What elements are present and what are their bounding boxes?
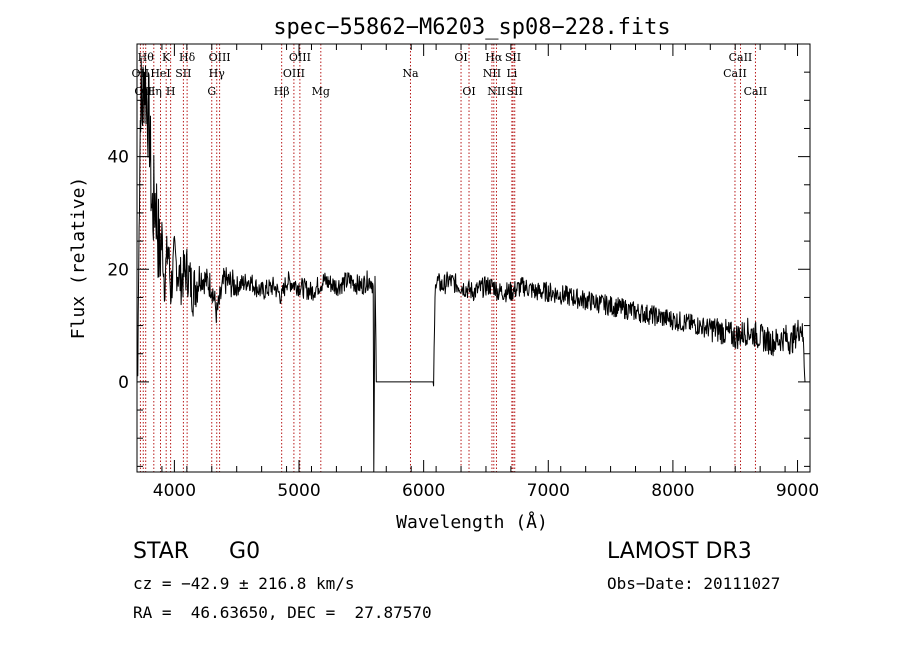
redshift-label: cz = −42.9 ± 216.8 km/s (133, 574, 355, 593)
x-tick-label: 7000 (527, 481, 570, 501)
object-class: STAR G0 (133, 539, 260, 564)
y-tick-label: 20 (107, 260, 129, 280)
line-marker-label: Hη (146, 85, 162, 98)
spectrum-series (136, 57, 806, 473)
line-marker-label: Li (506, 67, 517, 80)
spectrum-chart: spec−55862−M6203_sp08−228.fits OIIOIIHθH… (68, 15, 819, 533)
line-marker-label: Mg (312, 85, 330, 98)
line-marker-label: Na (402, 67, 419, 80)
line-marker-label: NII (487, 85, 505, 98)
line-marker-label: SII (175, 67, 191, 80)
line-marker-label: K (162, 51, 171, 64)
x-tick-label: 8000 (651, 481, 694, 501)
chart-title: spec−55862−M6203_sp08−228.fits (273, 15, 670, 40)
line-marker-label: OIII (289, 51, 311, 64)
plot-frame (136, 43, 811, 473)
line-marker-label: OIII (209, 51, 231, 64)
line-marker-label: G (207, 85, 216, 98)
line-marker-label: SII (505, 51, 521, 64)
y-tick-label: 40 (107, 148, 129, 168)
line-marker-label: OI (462, 85, 475, 98)
spectral-line-labels: OIIOIIHθHηHeIKHSIIHδGHγOIIIHβOIIIOIIIMgN… (132, 51, 768, 98)
line-marker-label: CaII (729, 51, 753, 64)
line-marker-label: Hα (485, 51, 503, 64)
survey-label: LAMOST DR3 (607, 539, 752, 564)
line-marker-label: Hδ (179, 51, 196, 64)
line-marker-label: CaII (744, 85, 768, 98)
obs-date-label: Obs−Date: 20111027 (607, 574, 781, 593)
line-marker-label: Hθ (138, 51, 155, 64)
line-marker-label: HeI (150, 67, 170, 80)
subclass-label: G0 (229, 539, 261, 564)
x-tick-label: 5000 (277, 481, 320, 501)
x-axis: 4000 5000 6000 7000 8000 9000 (136, 44, 819, 501)
coordinates-label: RA = 46.63650, DEC = 27.87570 (133, 603, 432, 622)
line-marker-label: CaII (723, 67, 747, 80)
y-axis-label: Flux (relative) (68, 177, 89, 340)
x-tick-label: 6000 (402, 481, 445, 501)
line-marker-label: OI (454, 51, 467, 64)
spectrum-line (136, 57, 806, 473)
line-marker-label: Hβ (274, 85, 290, 98)
spectral-line-markers (139, 44, 756, 472)
line-marker-label: OIII (283, 67, 305, 80)
line-marker-label: NII (483, 67, 501, 80)
x-axis-label: Wavelength (Å) (396, 511, 548, 533)
line-marker-label: SII (507, 85, 523, 98)
x-tick-label: 4000 (153, 481, 196, 501)
line-marker-label: OII (132, 67, 150, 80)
y-tick-label: 0 (118, 373, 129, 393)
line-marker-label: Hγ (209, 67, 226, 80)
y-axis: 0 20 40 (107, 43, 810, 467)
line-marker-label: H (166, 85, 176, 98)
class-label: STAR (133, 539, 190, 564)
x-tick-label: 9000 (776, 481, 819, 501)
